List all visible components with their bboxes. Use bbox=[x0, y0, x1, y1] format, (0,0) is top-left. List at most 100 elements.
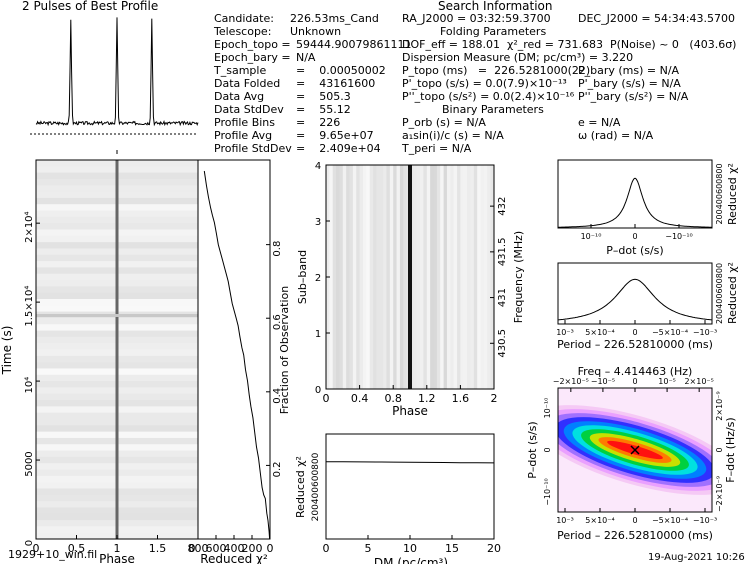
x-tick-label: 0 bbox=[632, 328, 637, 337]
subband-col bbox=[359, 165, 364, 389]
y-tick-label: 0 bbox=[315, 385, 321, 396]
subband-col bbox=[457, 165, 461, 389]
candidate-info-label: Data Folded bbox=[214, 77, 281, 90]
right-tick-label: −2×10⁻⁹ bbox=[715, 476, 724, 512]
subband-col bbox=[336, 165, 340, 389]
pd-topo: P'_topo (s/s) = 0.0(7.9)×10⁻¹³ bbox=[402, 77, 567, 90]
subband-col bbox=[332, 165, 337, 389]
y-tick-label: 10⁴ bbox=[24, 377, 35, 394]
redchi-xlabel: Reduced χ² bbox=[200, 552, 268, 564]
time-phase-image bbox=[36, 160, 198, 540]
profile-title: 2 Pulses of Best Profile bbox=[22, 0, 159, 13]
subband-col bbox=[352, 165, 357, 389]
y2-tick-label: 432 bbox=[497, 197, 508, 216]
y-tick-label: 2 bbox=[315, 273, 321, 284]
period-line bbox=[557, 278, 713, 321]
left-tick-label: −10⁻¹⁰ bbox=[543, 478, 552, 506]
ppdot-top-label: Freq – 4.414463 (Hz) bbox=[578, 365, 693, 378]
candidate-info-value: N/A bbox=[296, 51, 316, 64]
candidate-info-label: Data StdDev bbox=[214, 103, 284, 116]
subband-col bbox=[339, 165, 344, 389]
ppdot-left-label: P–dot (s/s) bbox=[526, 421, 539, 478]
period-ylabel: Reduced χ² bbox=[726, 262, 739, 324]
y2-tick-label: 430.5 bbox=[497, 329, 508, 358]
x-tick-label: 0 bbox=[632, 516, 637, 525]
pdd-topo: P''_topo (s/s²) = 0.0(2.4)×10⁻¹⁶ bbox=[402, 90, 575, 103]
candidate-info-label: Profile Avg bbox=[214, 129, 273, 142]
y2-tick-label: 431.5 bbox=[497, 238, 508, 267]
subband-col bbox=[366, 165, 371, 389]
y-tick-label: 0.4 bbox=[272, 388, 283, 404]
subband-col bbox=[470, 165, 475, 389]
candidate-info-label: Data Avg bbox=[214, 90, 265, 103]
y-tick-label: 0 bbox=[24, 540, 35, 546]
candidate-info-label: Candidate: bbox=[214, 12, 274, 25]
x-tick-label: 5 bbox=[365, 542, 372, 555]
subband-col bbox=[369, 165, 374, 389]
subband-col bbox=[373, 165, 377, 389]
subband-col bbox=[416, 165, 421, 389]
subband-col bbox=[450, 165, 455, 389]
fraction-ylabel: Fraction of Observation bbox=[278, 286, 291, 415]
candidate-info-label: Profile Bins bbox=[214, 116, 276, 129]
p-bary: P_bary (ms) = N/A bbox=[578, 64, 680, 77]
pdot-y-ticks: 200400600800 bbox=[715, 163, 724, 224]
x-tick-label: 0 bbox=[323, 542, 330, 555]
x-tick-label: −5×10⁻⁴ bbox=[652, 328, 688, 337]
t-peri: T_peri = N/A bbox=[402, 142, 472, 155]
subband-col bbox=[426, 165, 431, 389]
subband-col bbox=[379, 165, 384, 389]
subband-col bbox=[433, 165, 438, 389]
subband-ylabel: Sub–band bbox=[296, 250, 309, 304]
x-tick-label: −10⁻³ bbox=[693, 516, 717, 525]
folding-title: Folding Parameters bbox=[440, 25, 547, 38]
candidate-info-value: Unknown bbox=[290, 25, 342, 38]
pdd-bary: P''_bary (s/s²) = N/A bbox=[578, 90, 689, 103]
subband-col bbox=[349, 165, 354, 389]
subband-image bbox=[326, 165, 495, 389]
pdot-ylabel: Reduced χ² bbox=[726, 163, 739, 225]
subband-col bbox=[399, 165, 404, 389]
x-tick-label: 0 bbox=[33, 542, 40, 555]
x-tick-label: 600 bbox=[206, 542, 227, 555]
candidate-info-value: = 0.00050002 bbox=[296, 64, 386, 77]
x-tick-label: 1.2 bbox=[418, 392, 436, 405]
subband-col bbox=[467, 165, 471, 389]
top-tick-label: 0 bbox=[632, 377, 637, 386]
subband-col bbox=[440, 165, 445, 389]
subband-col bbox=[383, 165, 387, 389]
dec-label: DEC_J2000 = 54:34:43.5700 bbox=[578, 12, 735, 25]
y-tick-label: 1 bbox=[315, 329, 321, 340]
subband-col bbox=[346, 165, 351, 389]
x-tick-label: −10⁻³ bbox=[693, 328, 717, 337]
candidate-info-value: = 9.65e+07 bbox=[296, 129, 374, 142]
candidate-info-label: T_sample bbox=[214, 64, 267, 77]
x-tick-label: 800 bbox=[188, 542, 209, 555]
subband-col bbox=[490, 165, 495, 389]
right-tick-label: 2×10⁻⁹ bbox=[715, 391, 724, 420]
candidate-info-label: Epoch_topo = bbox=[214, 38, 291, 51]
subband-col bbox=[430, 165, 435, 389]
p-topo: P_topo (ms) = 226.5281000(22) bbox=[402, 64, 591, 77]
x-tick-label: 10⁻¹⁰ bbox=[581, 232, 602, 241]
subband-col bbox=[446, 165, 451, 389]
filename: 1929+10_win.fil bbox=[8, 548, 98, 561]
candidate-info-label: Epoch_bary = bbox=[214, 51, 291, 64]
x-tick-label: 0 bbox=[267, 542, 274, 555]
date-stamp: 19-Aug-2021 10:26 bbox=[648, 552, 745, 563]
x-tick-label: 0 bbox=[632, 232, 637, 241]
pdot-line bbox=[558, 177, 712, 228]
ecc: e = N/A bbox=[578, 116, 621, 129]
search-title: Search Information bbox=[438, 0, 553, 13]
p-orb: P_orb (s) = N/A bbox=[402, 116, 486, 129]
subband-col bbox=[386, 165, 391, 389]
candidate-info-value: 226.53ms_Cand bbox=[290, 12, 379, 25]
dm-ylabel: Reduced χ² bbox=[294, 456, 307, 518]
top-tick-label: −2×10⁻⁵ bbox=[553, 377, 589, 386]
pd-bary: P'_bary (s/s) = N/A bbox=[578, 77, 681, 90]
x-tick-label: −10⁻¹⁰ bbox=[665, 232, 693, 241]
x-tick-label: 400 bbox=[224, 542, 245, 555]
subband-col bbox=[420, 165, 424, 389]
period-frame bbox=[557, 262, 713, 325]
subband-col bbox=[473, 165, 478, 389]
